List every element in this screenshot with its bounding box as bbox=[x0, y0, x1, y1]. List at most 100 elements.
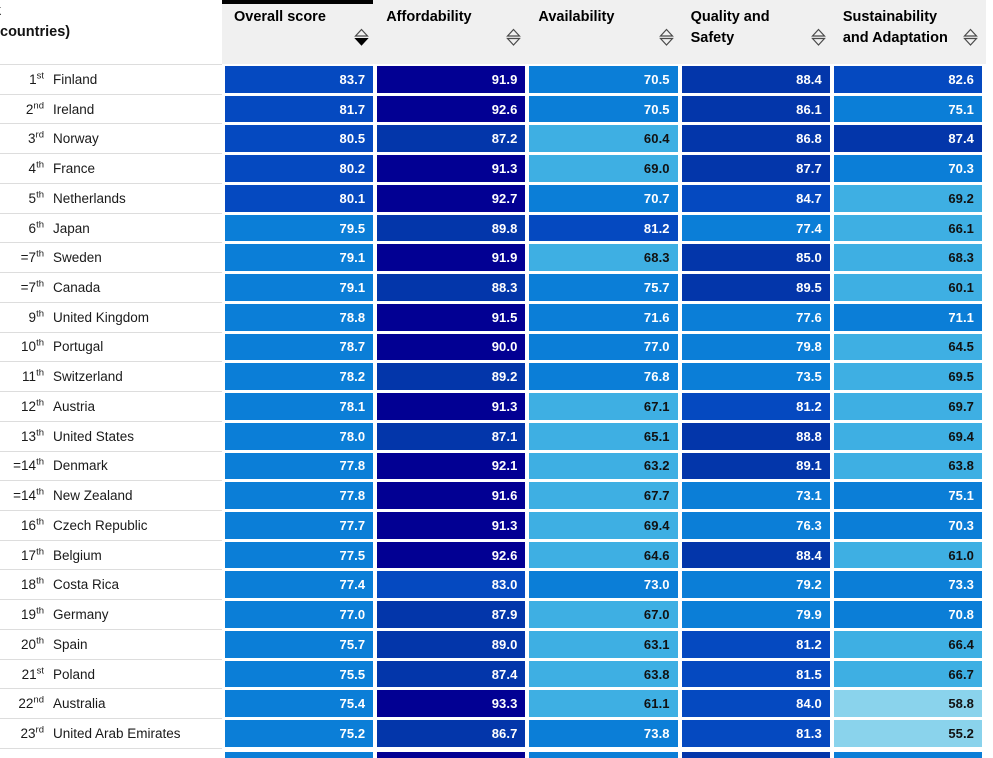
table-row: 21st Poland 75.5 87.4 63.8 81.5 66.7 bbox=[0, 660, 993, 690]
score-cell-affordability: 91.9 bbox=[377, 244, 526, 272]
score-cell-quality-and-safety: 81.2 bbox=[681, 630, 830, 658]
table-row: 1st Finland 83.7 91.9 70.5 88.4 82.6 bbox=[0, 65, 993, 95]
score-cell-affordability: 92.7 bbox=[377, 184, 526, 212]
score-cell-sustainability-and-adaptation: 66.7 bbox=[833, 660, 983, 688]
column-label: Sustainability and Adaptation bbox=[842, 9, 948, 46]
score-cells: 75.5 87.4 63.8 81.5 66.7 bbox=[222, 660, 986, 690]
score-cell-affordability: 91.3 bbox=[377, 393, 526, 420]
row-label: 13th United States bbox=[0, 422, 222, 452]
table-row: 18th Costa Rica 77.4 83.0 73.0 79.2 73.3 bbox=[0, 570, 993, 601]
row-label: 17th Belgium bbox=[0, 541, 222, 571]
country-name: Australia bbox=[53, 696, 106, 712]
score-cell-overall-score bbox=[225, 752, 374, 758]
score-cell-availability: 63.1 bbox=[529, 630, 678, 658]
rank-cell: 12th bbox=[21, 397, 44, 414]
score-cell-quality-and-safety: 89.1 bbox=[681, 452, 830, 480]
sort-toggle-icon[interactable] bbox=[963, 28, 978, 46]
score-cell-overall-score: 79.1 bbox=[225, 244, 374, 272]
score-cell-quality-and-safety: 73.5 bbox=[681, 363, 830, 391]
score-cell-sustainability-and-adaptation: 70.3 bbox=[833, 512, 983, 539]
score-cell-quality-and-safety: 81.2 bbox=[681, 393, 830, 420]
country-name: United Arab Emirates bbox=[53, 726, 181, 742]
score-cell-affordability: 92.6 bbox=[377, 541, 526, 569]
rank-cell: 1st bbox=[29, 70, 44, 87]
score-cell-sustainability-and-adaptation: 58.8 bbox=[833, 690, 983, 718]
score-cell-affordability: 87.1 bbox=[377, 422, 526, 450]
rank-header-fragment: k bbox=[0, 2, 222, 21]
rank-cell: 18th bbox=[21, 575, 44, 593]
country-name: United Kingdom bbox=[53, 309, 150, 325]
sort-descending-active-icon[interactable] bbox=[354, 28, 370, 46]
table-body: 1st Finland 83.7 91.9 70.5 88.4 82.6 2nd Ireland… bbox=[0, 65, 993, 749]
table-row: 3rd Norway 80.5 87.2 60.4 86.8 87.4 bbox=[0, 124, 993, 155]
score-cell-quality-and-safety bbox=[681, 752, 830, 758]
score-cells: 79.1 88.3 75.7 89.5 60.1 bbox=[222, 273, 986, 303]
score-cell-affordability: 83.0 bbox=[377, 571, 526, 599]
score-cell-availability: 69.0 bbox=[529, 155, 678, 182]
table-row: 16th Czech Republic 77.7 91.3 69.4 76.3 70.3 bbox=[0, 511, 993, 541]
country-name: Sweden bbox=[53, 250, 102, 266]
score-cell-sustainability-and-adaptation: 73.3 bbox=[833, 571, 983, 599]
column-headers: Overall score Affordability Availability Qu… bbox=[221, 0, 986, 64]
column-header-quality-and-safety[interactable]: Quality and Safety bbox=[682, 0, 830, 64]
score-cell-quality-and-safety: 88.4 bbox=[681, 66, 830, 93]
column-header-affordability[interactable]: Affordability bbox=[377, 0, 525, 64]
score-cell-overall-score: 80.1 bbox=[225, 184, 374, 212]
rank-cell: 20th bbox=[21, 635, 44, 652]
score-cell-overall-score: 81.7 bbox=[225, 95, 374, 123]
table-row: 2nd Ireland 81.7 92.6 70.5 86.1 75.1 bbox=[0, 95, 993, 125]
country-name: Austria bbox=[53, 398, 96, 414]
score-cell-affordability: 91.6 bbox=[377, 482, 526, 510]
country-name: Canada bbox=[53, 280, 101, 295]
country-name: Netherlands bbox=[53, 190, 126, 206]
column-header-availability[interactable]: Availability bbox=[529, 0, 677, 64]
score-cell-overall-score: 75.7 bbox=[225, 630, 374, 658]
row-label: =14th Denmark bbox=[0, 452, 222, 482]
score-cell-availability: 75.7 bbox=[529, 274, 678, 301]
column-header-overall-score[interactable]: Overall score bbox=[221, 0, 374, 64]
sort-toggle-icon[interactable] bbox=[658, 28, 674, 46]
score-cell-overall-score: 78.8 bbox=[225, 303, 374, 331]
row-label: 21st Poland bbox=[0, 660, 222, 690]
score-cell-overall-score: 79.1 bbox=[225, 274, 374, 301]
score-cell-availability: 67.7 bbox=[529, 482, 678, 510]
table-row: 17th Belgium 77.5 92.6 64.6 88.4 61.0 bbox=[0, 541, 993, 571]
table-row: =7th Sweden 79.1 91.9 68.3 85.0 68.3 bbox=[0, 243, 993, 274]
score-cell-quality-and-safety: 85.0 bbox=[681, 244, 830, 272]
table-header: k countries) Overall score Affordability A… bbox=[0, 0, 993, 65]
score-cell-affordability: 89.0 bbox=[377, 630, 526, 658]
score-cell-sustainability-and-adaptation: 87.4 bbox=[833, 125, 983, 153]
score-cells: 78.1 91.3 67.1 81.2 69.7 bbox=[222, 392, 986, 422]
score-cells: 80.1 92.7 70.7 84.7 69.2 bbox=[222, 184, 986, 214]
rank-cell: 2nd bbox=[25, 100, 44, 117]
table-row: 12th Austria 78.1 91.3 67.1 81.2 69.7 bbox=[0, 392, 993, 422]
score-cell-quality-and-safety: 79.9 bbox=[681, 601, 830, 628]
column-header-sustainability-and-adaptation[interactable]: Sustainability and Adaptation bbox=[834, 0, 982, 64]
score-cell-quality-and-safety: 88.4 bbox=[681, 541, 830, 569]
score-cell-overall-score: 77.8 bbox=[225, 452, 374, 480]
score-cell-overall-score: 78.2 bbox=[225, 363, 374, 391]
score-cells: 78.8 91.5 71.6 77.6 71.1 bbox=[222, 303, 986, 333]
score-cell-quality-and-safety: 73.1 bbox=[681, 482, 830, 510]
sort-toggle-icon[interactable] bbox=[810, 28, 826, 46]
score-cell-overall-score: 77.8 bbox=[225, 482, 374, 510]
score-cell-affordability: 91.3 bbox=[377, 512, 526, 539]
row-label: 12th Austria bbox=[0, 392, 222, 422]
row-label: 9th United Kingdom bbox=[0, 303, 222, 333]
score-cell-sustainability-and-adaptation: 75.1 bbox=[833, 95, 983, 123]
score-cell-overall-score: 83.7 bbox=[225, 66, 374, 93]
sort-toggle-icon[interactable] bbox=[506, 28, 522, 46]
score-cell-quality-and-safety: 89.5 bbox=[681, 274, 830, 301]
rank-cell: 9th bbox=[28, 308, 44, 325]
rank-cell: 16th bbox=[21, 516, 44, 533]
table-row: =7th Canada 79.1 88.3 75.7 89.5 60.1 bbox=[0, 273, 993, 303]
rank-cell: 17th bbox=[21, 546, 44, 563]
rank-cell: 4th bbox=[28, 159, 44, 177]
score-cell-sustainability-and-adaptation: 70.3 bbox=[833, 155, 983, 182]
score-cell-availability: 60.4 bbox=[529, 125, 678, 153]
score-cell-overall-score: 75.5 bbox=[225, 660, 374, 688]
score-cell-overall-score: 78.1 bbox=[225, 393, 374, 420]
score-cells: 81.7 92.6 70.5 86.1 75.1 bbox=[222, 95, 986, 125]
row-label: 19th Germany bbox=[0, 600, 222, 630]
